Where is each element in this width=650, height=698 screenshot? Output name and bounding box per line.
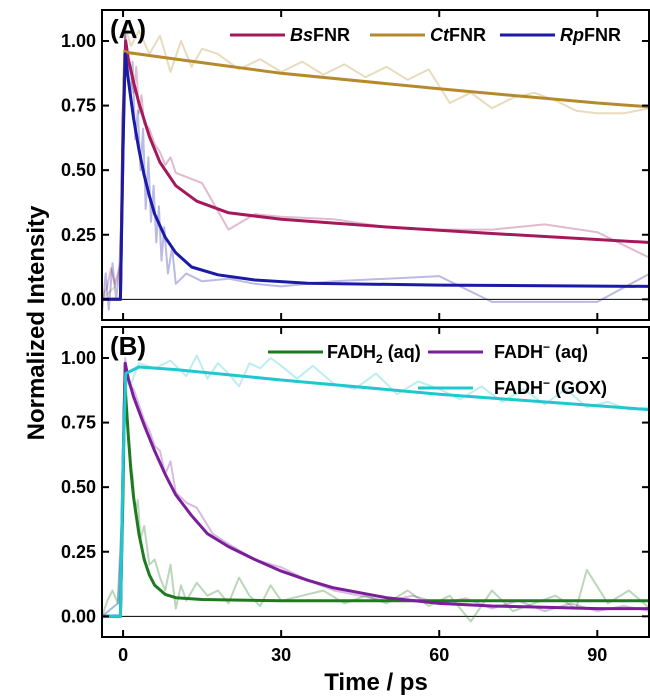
y-tick-label: 0.25	[61, 225, 96, 245]
panel-label: (B)	[110, 331, 146, 361]
y-axis-title: Normalized Intensity	[23, 205, 50, 440]
legend-label: CtFNR	[430, 25, 486, 45]
y-tick-label: 0.50	[61, 160, 96, 180]
y-tick-label: 0.75	[61, 96, 96, 116]
y-tick-label: 0.25	[61, 542, 96, 562]
y-tick-label: 1.00	[61, 31, 96, 51]
y-tick-label: 0.00	[61, 289, 96, 309]
panel-frame	[101, 326, 650, 638]
legend-label: FADH− (GOX)	[494, 376, 607, 398]
x-tick-label: 90	[587, 645, 607, 665]
panel-label: (A)	[110, 14, 146, 44]
fit-line-3	[102, 52, 650, 301]
legend-label: RpFNR	[560, 25, 621, 45]
x-axis-title: Time / ps	[324, 669, 428, 696]
raw-trace-3	[101, 32, 650, 313]
x-tick-label: 0	[118, 645, 128, 665]
panel-a: 0.00 0.25 0.50 0.75 1.00 (A) BsFNR CtFNR RpFNR	[61, 9, 650, 321]
y-tick-label: 0.00	[61, 606, 96, 626]
legend-label: BsFNR	[290, 25, 350, 45]
x-tick-label: 30	[271, 645, 291, 665]
raw-trace-2	[101, 357, 650, 618]
y-tick-label: 0.50	[61, 477, 96, 497]
raw-trace-1	[101, 362, 650, 623]
fit-line-3	[102, 365, 650, 618]
fit-line-2	[102, 361, 650, 618]
y-tick-label: 1.00	[61, 348, 96, 368]
panel-frame	[101, 9, 650, 321]
legend-label: FADH− (aq)	[494, 340, 588, 362]
y-tick-label: 0.75	[61, 413, 96, 433]
panel-b: 0.00 0.25 0.50 0.75 1.00 0 30 60 90 (B) FADH2 (aq)…	[61, 326, 650, 665]
legend-label: FADH2 (aq)	[327, 342, 421, 366]
x-tick-label: 60	[429, 645, 449, 665]
